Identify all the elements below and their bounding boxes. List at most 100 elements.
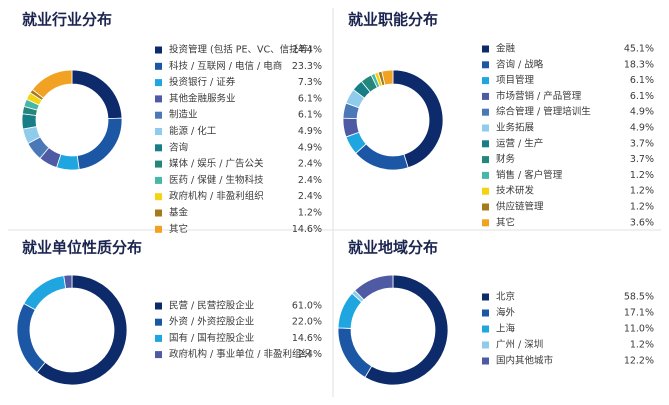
legend-swatch (482, 108, 489, 116)
value-label: 2.4% (298, 159, 322, 170)
legend-swatch (482, 124, 489, 132)
legend-label: 政府机构 / 事业单位 / 非盈利组织 (169, 348, 311, 360)
legend-label: 综合管理 / 管理培训生 (496, 106, 591, 118)
donut-segment (21, 113, 38, 130)
value-label: 4.9% (630, 107, 654, 118)
value-label: 23.3% (292, 61, 322, 72)
legend-swatch (155, 176, 162, 184)
donut-segment (337, 327, 373, 378)
legend-swatch (482, 187, 489, 195)
legend-label: 政府机构 / 非盈利组织 (169, 190, 264, 202)
legend-label: 广州 / 深圳 (496, 339, 543, 351)
donut-segment (63, 274, 73, 289)
legend-swatch (155, 128, 162, 135)
legend-label: 国有 / 国有控股企业 (169, 332, 254, 344)
legend-label: 外资 / 外资控股企业 (169, 316, 254, 328)
legend-swatch (482, 219, 489, 227)
donut-segment (355, 143, 409, 171)
legend-label: 业务拓展 (496, 122, 535, 134)
value-label: 2.4% (298, 175, 322, 186)
value-label: 1.2% (630, 202, 654, 213)
value-label: 14.6% (292, 224, 322, 235)
donut-segment (16, 302, 46, 373)
legend-label: 海外 (496, 307, 516, 319)
legend-label: 其它 (496, 216, 515, 228)
value-label: 24.4% (292, 45, 322, 56)
value-label: 58.5% (624, 292, 654, 303)
value-label: 45.1% (624, 44, 654, 55)
legend-swatch (482, 156, 489, 164)
legend-label: 运营 / 生产 (496, 137, 543, 149)
donut-segment (354, 274, 394, 301)
value-label: 1.2% (298, 208, 322, 219)
legend-label: 其他金融服务业 (169, 92, 236, 104)
value-label: 2.4% (298, 349, 322, 360)
legend-label: 销售 / 客户管理 (496, 169, 563, 181)
value-label: 6.1% (298, 110, 322, 121)
legend-label: 咨询 / 战略 (496, 58, 544, 70)
legend-label: 供应链管理 (496, 201, 544, 213)
value-label: 1.2% (630, 170, 654, 181)
legend-label: 媒体 / 娱乐 / 广告公关 (169, 158, 264, 170)
donut-segment (392, 69, 444, 169)
donut-segment (36, 274, 128, 386)
legend-label: 其它 (169, 223, 188, 235)
donut-segment (23, 275, 67, 311)
legend-swatch (482, 309, 489, 317)
chart-title: 就业单位性质分布 (22, 239, 142, 257)
legend-swatch (482, 357, 489, 365)
legend-swatch (155, 225, 162, 233)
legend-label: 民营 / 民营控股企业 (169, 300, 254, 312)
value-label: 4.9% (298, 142, 322, 153)
legend-label: 财务 (496, 153, 516, 165)
legend-label: 技术研发 (496, 185, 535, 197)
legend-swatch (155, 318, 162, 326)
legend-swatch (482, 45, 489, 53)
legend-swatch (482, 293, 489, 301)
value-label: 4.9% (630, 123, 654, 134)
donut-segment (71, 69, 123, 120)
chart-title: 就业行业分布 (22, 11, 112, 29)
legend-swatch (482, 61, 489, 69)
legend-label: 能源 / 化工 (169, 125, 217, 137)
legend-label: 项目管理 (496, 74, 535, 86)
legend-label: 科技 / 互联网 / 电信 / 电商 (169, 60, 282, 72)
legend-swatch (482, 77, 489, 85)
legend-swatch (482, 140, 489, 148)
value-label: 22.0% (292, 317, 322, 328)
donut-segment (31, 69, 73, 99)
legend-label: 投资银行 / 证券 (169, 76, 236, 88)
legend-swatch (482, 92, 489, 100)
legend-swatch (155, 209, 162, 217)
value-label: 17.1% (624, 308, 654, 319)
legend-swatch (155, 79, 162, 87)
legend-swatch (155, 334, 162, 342)
legend-swatch (155, 144, 162, 152)
legend-label: 医药 / 保健 / 生物科技 (169, 174, 264, 186)
donut-segment (76, 117, 123, 170)
legend-swatch (155, 95, 162, 103)
value-label: 1.2% (630, 186, 654, 197)
value-label: 6.1% (630, 75, 654, 86)
legend-label: 国内其他城市 (496, 355, 554, 367)
legend-swatch (482, 171, 489, 179)
legend-swatch (482, 341, 489, 349)
legend-label: 金融 (496, 43, 516, 55)
legend-label: 基金 (169, 207, 189, 219)
legend-label: 投资管理 (包括 PE、VC、信托等) (169, 44, 312, 56)
value-label: 18.3% (624, 59, 654, 70)
legend-swatch (155, 46, 162, 54)
value-label: 3.7% (630, 154, 654, 165)
legend-swatch (155, 302, 162, 310)
value-label: 11.0% (624, 324, 654, 335)
value-label: 3.7% (630, 138, 654, 149)
legend-label: 制造业 (169, 109, 198, 121)
value-label: 4.9% (298, 126, 322, 137)
value-label: 3.6% (630, 217, 654, 228)
legend-swatch (482, 203, 489, 211)
chart-title: 就业地域分布 (348, 239, 438, 257)
legend-swatch (155, 160, 162, 168)
legend-swatch (482, 325, 489, 333)
